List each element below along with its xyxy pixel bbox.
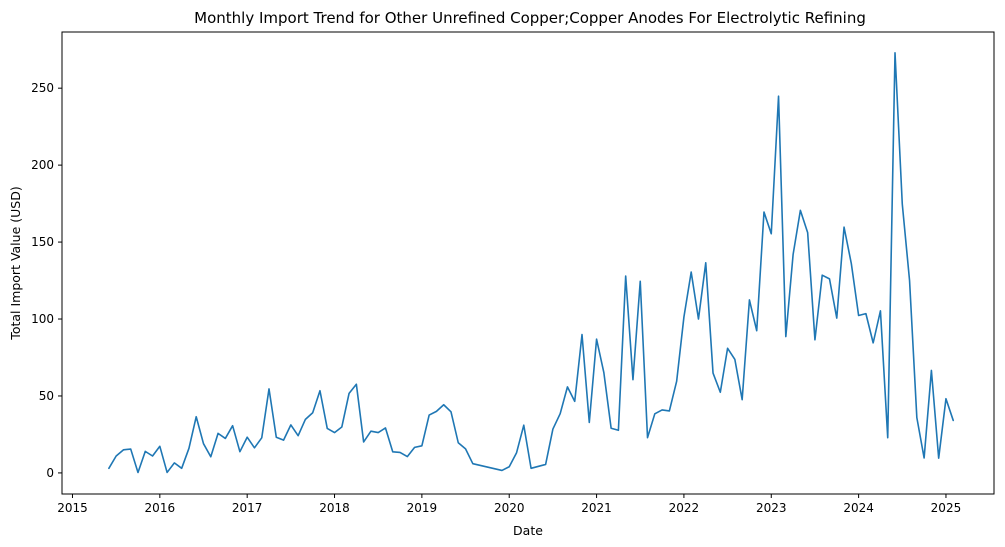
x-tick-label: 2015 bbox=[57, 501, 88, 515]
x-tick-label: 2018 bbox=[319, 501, 350, 515]
y-tick-label: 50 bbox=[39, 389, 54, 403]
axes-layer: 2015 2016 2017 2018 2019 2020 2021 2022 2023 2024… bbox=[31, 81, 961, 515]
plot-frame bbox=[61, 31, 995, 495]
y-axis-label: Total Import Value (USD) bbox=[8, 186, 23, 340]
x-tick-label: 2025 bbox=[931, 501, 962, 515]
x-axis-label: Date bbox=[513, 523, 543, 538]
x-tick-label: 2019 bbox=[407, 501, 438, 515]
x-tick-label: 2016 bbox=[145, 501, 176, 515]
x-tick-label: 2023 bbox=[756, 501, 787, 515]
chart-title: Monthly Import Trend for Other Unrefined… bbox=[194, 9, 866, 27]
y-tick-label: 250 bbox=[31, 81, 54, 95]
series-line-0 bbox=[108, 51, 955, 474]
y-tick-label: 100 bbox=[31, 312, 54, 326]
x-tick-label: 2024 bbox=[843, 501, 874, 515]
x-tick-label: 2021 bbox=[581, 501, 612, 515]
x-tick-label: 2022 bbox=[669, 501, 700, 515]
y-tick-label: 200 bbox=[31, 158, 54, 172]
x-tick-label: 2020 bbox=[494, 501, 525, 515]
y-tick-label: 150 bbox=[31, 235, 54, 249]
series-layer bbox=[108, 51, 955, 474]
x-tick-label: 2017 bbox=[232, 501, 263, 515]
y-tick-label: 0 bbox=[46, 466, 54, 480]
